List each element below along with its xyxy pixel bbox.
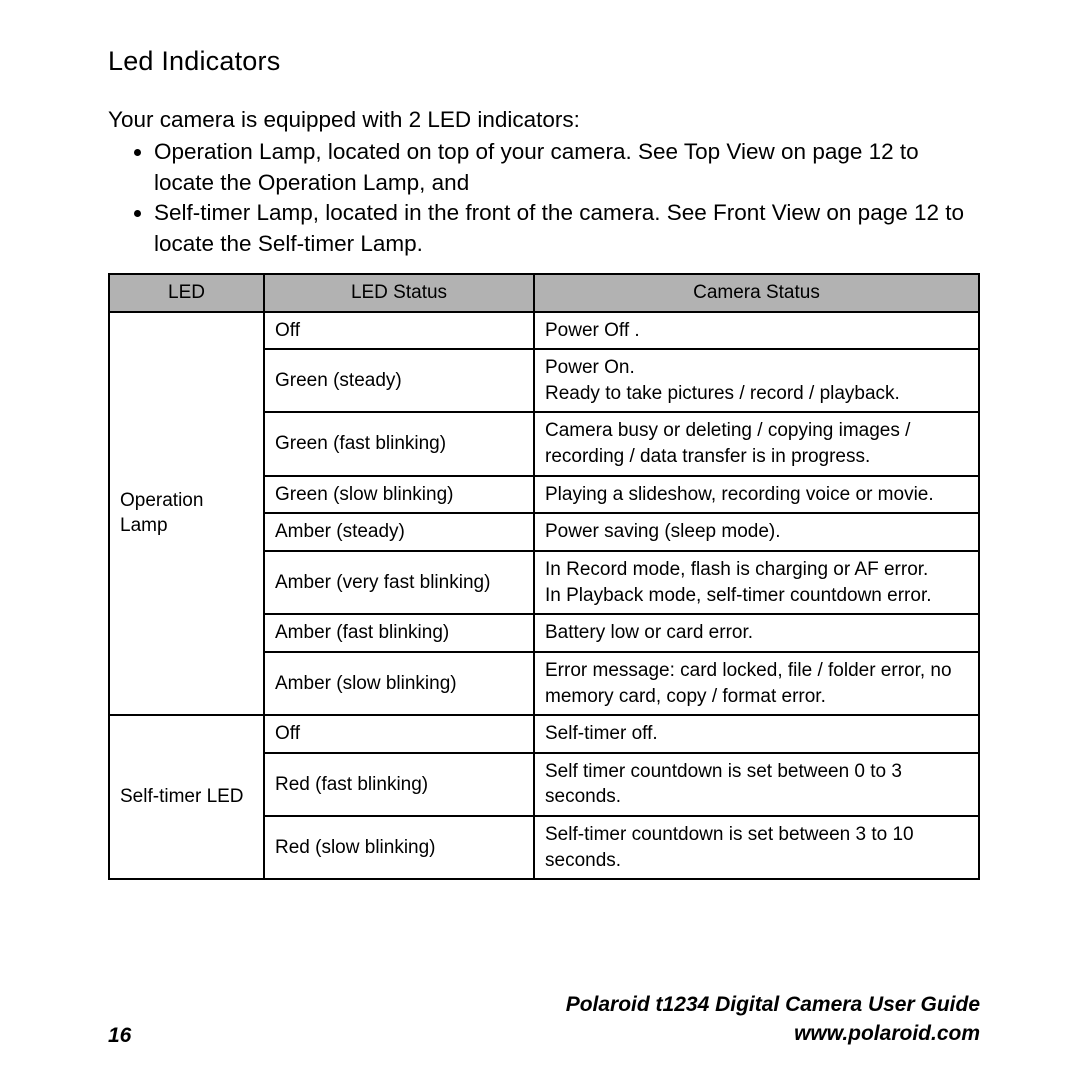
manual-page: Led Indicators Your camera is equipped w… <box>0 0 1080 1080</box>
led-status-cell: Amber (fast blinking) <box>264 614 534 652</box>
led-status-cell: Off <box>264 715 534 753</box>
led-name-cell: Operation Lamp <box>109 312 264 716</box>
camera-status-cell: Self-timer countdown is set between 3 to… <box>534 816 979 879</box>
table-row: Operation LampOffPower Off . <box>109 312 979 350</box>
led-status-cell: Green (steady) <box>264 349 534 412</box>
intro-text: Your camera is equipped with 2 LED indic… <box>108 105 980 135</box>
camera-status-cell: Camera busy or deleting / copying images… <box>534 412 979 475</box>
camera-status-cell: In Record mode, flash is charging or AF … <box>534 551 979 614</box>
table-header-led: LED <box>109 274 264 312</box>
camera-status-cell: Battery low or card error. <box>534 614 979 652</box>
bullet-item: Operation Lamp, located on top of your c… <box>154 137 980 198</box>
camera-status-cell: Error message: card locked, file / folde… <box>534 652 979 715</box>
camera-status-cell: Power saving (sleep mode). <box>534 513 979 551</box>
led-status-cell: Amber (steady) <box>264 513 534 551</box>
intro-bullets: Operation Lamp, located on top of your c… <box>108 137 980 259</box>
camera-status-cell: Power Off . <box>534 312 979 350</box>
led-status-cell: Green (fast blinking) <box>264 412 534 475</box>
led-status-cell: Red (fast blinking) <box>264 753 534 816</box>
page-number: 16 <box>108 1024 131 1048</box>
table-header-row: LED LED Status Camera Status <box>109 274 979 312</box>
table-row: Self-timer LEDOffSelf-timer off. <box>109 715 979 753</box>
footer-guide: Polaroid t1234 Digital Camera User Guide… <box>566 991 980 1048</box>
camera-status-cell: Playing a slideshow, recording voice or … <box>534 476 979 514</box>
bullet-item: Self-timer Lamp, located in the front of… <box>154 198 980 259</box>
camera-status-cell: Self-timer off. <box>534 715 979 753</box>
camera-status-cell: Power On.Ready to take pictures / record… <box>534 349 979 412</box>
table-header-status: LED Status <box>264 274 534 312</box>
led-status-cell: Amber (slow blinking) <box>264 652 534 715</box>
footer-guide-title: Polaroid t1234 Digital Camera User Guide <box>566 991 980 1019</box>
led-status-cell: Off <box>264 312 534 350</box>
section-heading: Led Indicators <box>108 46 980 77</box>
led-status-cell: Amber (very fast blinking) <box>264 551 534 614</box>
footer-guide-url: www.polaroid.com <box>566 1020 980 1048</box>
led-status-cell: Red (slow blinking) <box>264 816 534 879</box>
led-name-cell: Self-timer LED <box>109 715 264 879</box>
page-footer: 16 Polaroid t1234 Digital Camera User Gu… <box>108 991 980 1048</box>
table-header-camera: Camera Status <box>534 274 979 312</box>
led-indicator-table: LED LED Status Camera Status Operation L… <box>108 273 980 881</box>
led-status-cell: Green (slow blinking) <box>264 476 534 514</box>
table-body: Operation LampOffPower Off .Green (stead… <box>109 312 979 880</box>
camera-status-cell: Self timer countdown is set between 0 to… <box>534 753 979 816</box>
